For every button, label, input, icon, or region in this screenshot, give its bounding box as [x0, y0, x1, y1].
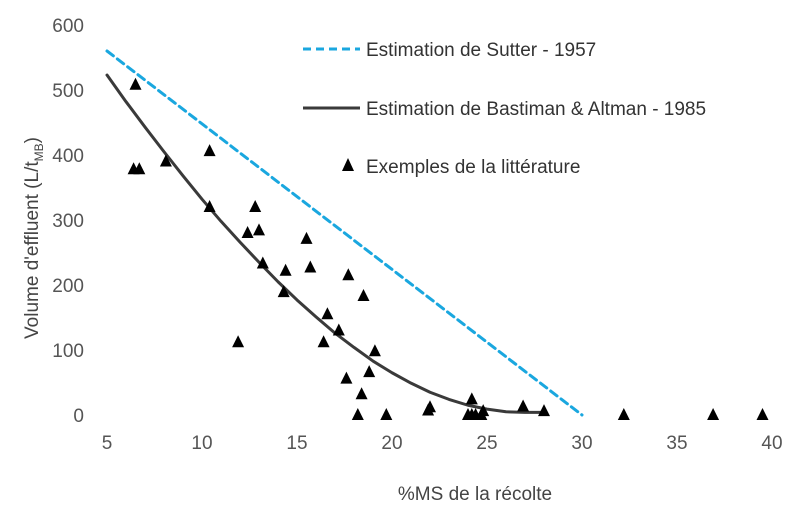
literature-data-point [332, 323, 345, 336]
y-tick-label: 300 [52, 211, 84, 232]
x-tick-label: 30 [571, 433, 592, 454]
literature-data-point [277, 285, 290, 298]
y-tick-label: 400 [52, 146, 84, 167]
literature-data-point [355, 387, 368, 400]
literature-data-point [707, 408, 720, 420]
literature-data-point [249, 200, 262, 212]
literature-data-point [517, 399, 530, 412]
y-axis-ticks: 0 100 200 300 400 500 600 [52, 16, 84, 427]
literature-data-point [300, 231, 313, 244]
literature-data-point [424, 400, 436, 413]
legend-label-sutter: Estimation de Sutter - 1957 [366, 40, 596, 61]
literature-data-point [256, 256, 269, 269]
y-axis-title: Volume d'effluent (L/tMB) [22, 137, 46, 339]
series-lines [105, 49, 584, 417]
literature-data-point [159, 154, 172, 167]
literature-data-point [477, 404, 490, 417]
literature-data-point [232, 335, 245, 348]
legend: Estimation de Sutter - 1957 Estimation d… [303, 40, 706, 178]
literature-data-point [279, 263, 292, 276]
x-axis-ticks: 5 10 15 20 25 30 35 40 [102, 433, 783, 454]
y-axis-title-subscript: MB [32, 143, 46, 161]
x-tick-label: 5 [102, 433, 113, 454]
literature-data-point [756, 408, 769, 420]
bastiman-altman-curve [105, 73, 546, 414]
literature-data-point [351, 408, 364, 420]
legend-label-bastiman: Estimation de Bastiman & Altman - 1985 [366, 99, 706, 120]
x-tick-label: 10 [191, 433, 212, 454]
x-axis-title: %MS de la récolte [398, 484, 552, 505]
literature-data-point [380, 408, 393, 420]
literature-data-point [203, 200, 216, 212]
x-tick-label: 25 [476, 433, 497, 454]
y-axis-title-suffix: ) [22, 137, 43, 143]
literature-data-point [253, 223, 265, 236]
x-tick-label: 35 [666, 433, 687, 454]
literature-data-point [363, 365, 376, 378]
literature-data-point [617, 408, 630, 420]
y-tick-label: 500 [52, 81, 84, 102]
x-tick-label: 40 [761, 433, 782, 454]
literature-data-point [241, 226, 254, 238]
literature-data-point [342, 268, 355, 281]
literature-data-point [133, 162, 146, 175]
literature-data-point [368, 344, 381, 357]
literature-data-point [129, 77, 142, 90]
y-axis-title-main: Volume d'effluent (L/t [22, 161, 43, 339]
literature-data-point [538, 404, 550, 417]
x-tick-label: 20 [381, 433, 402, 454]
y-tick-label: 600 [52, 16, 84, 37]
sutter-estimate-line [105, 49, 584, 417]
literature-data-point [340, 371, 353, 384]
literature-data-point [465, 392, 478, 405]
y-tick-label: 100 [52, 341, 84, 362]
literature-data-point [357, 289, 370, 302]
literature-data-point [317, 335, 330, 348]
y-tick-label: 200 [52, 276, 84, 297]
x-tick-label: 15 [286, 433, 307, 454]
literature-data-point [203, 144, 216, 157]
legend-label-examples: Exemples de la littérature [366, 157, 580, 178]
y-tick-label: 0 [73, 406, 84, 427]
literature-data-point [304, 260, 317, 273]
scatter-points [127, 77, 769, 420]
legend-swatch-examples [342, 158, 354, 171]
literature-data-point [321, 307, 334, 320]
